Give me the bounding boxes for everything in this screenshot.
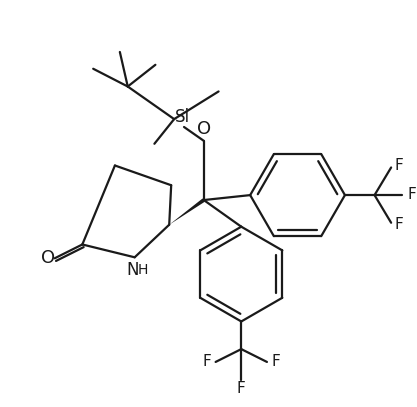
Polygon shape	[169, 199, 205, 225]
Text: F: F	[408, 187, 417, 201]
Text: O: O	[41, 249, 55, 267]
Text: F: F	[394, 217, 403, 232]
Text: F: F	[202, 354, 211, 370]
Text: O: O	[197, 120, 211, 138]
Text: F: F	[271, 354, 280, 370]
Text: N: N	[126, 261, 139, 279]
Text: F: F	[237, 381, 246, 396]
Text: F: F	[394, 158, 403, 173]
Text: H: H	[137, 263, 148, 277]
Text: Si: Si	[174, 108, 190, 126]
